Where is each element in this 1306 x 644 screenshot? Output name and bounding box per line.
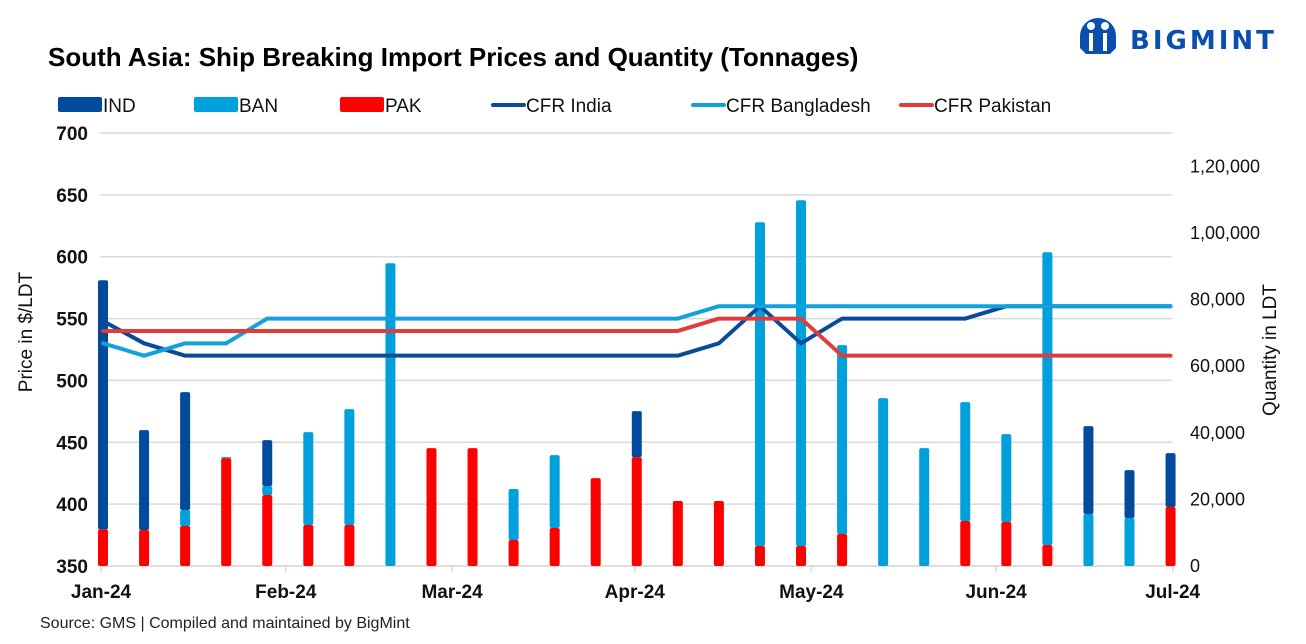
bars bbox=[98, 200, 1176, 566]
y-axis-left: 700 650 600 550 500 450 400 350 bbox=[56, 124, 88, 578]
line-cfr-pakistan bbox=[101, 316, 1173, 358]
bar-ban bbox=[796, 200, 807, 547]
bar-pak bbox=[960, 521, 971, 566]
line-cfr-india bbox=[101, 304, 1173, 358]
bigmint-logo: BIGMINT bbox=[1080, 18, 1277, 56]
y-tick-label: 700 bbox=[56, 124, 88, 145]
source-note: Source: GMS | Compiled and maintained by… bbox=[40, 615, 410, 632]
bar-ban bbox=[1124, 518, 1135, 566]
bar-pak bbox=[631, 457, 642, 566]
line-cfr-bangladesh bbox=[101, 304, 1173, 358]
bar-pak bbox=[344, 525, 355, 566]
bar-ban bbox=[344, 409, 355, 526]
bar-ban bbox=[1001, 434, 1012, 523]
legend-label: IND bbox=[103, 96, 136, 117]
bar-pak bbox=[180, 526, 191, 566]
bar-ban bbox=[837, 345, 848, 535]
bar-ban bbox=[960, 402, 971, 522]
bar-pak bbox=[221, 458, 232, 566]
bar-ban bbox=[878, 398, 889, 566]
y-axis-right-label: Quantity in LDT bbox=[1260, 284, 1281, 416]
y-tick-label: 550 bbox=[56, 310, 88, 331]
bar-ban bbox=[221, 457, 232, 459]
legend-label: CFR India bbox=[526, 96, 612, 117]
legend: IND BAN PAK CFR India CFR Bangladesh CFR Paki… bbox=[58, 96, 1051, 117]
bar-pak bbox=[549, 528, 560, 566]
y2-tick-label: 60,000 bbox=[1190, 356, 1245, 376]
bar-pak bbox=[837, 534, 848, 566]
x-tick-label: Mar-24 bbox=[421, 582, 483, 603]
bar-ban bbox=[180, 510, 191, 527]
bar-ban bbox=[1042, 252, 1053, 546]
bar-pak bbox=[754, 546, 765, 566]
x-tick-label: Apr-24 bbox=[605, 582, 666, 603]
bar-pak bbox=[672, 501, 683, 566]
bar-ind bbox=[180, 392, 191, 511]
y-tick-label: 600 bbox=[56, 248, 88, 269]
bar-pak bbox=[1165, 507, 1176, 566]
bar-pak bbox=[98, 529, 108, 566]
lines bbox=[101, 304, 1173, 358]
x-tick-label: Jan-24 bbox=[71, 582, 132, 603]
bar-ind bbox=[98, 280, 108, 530]
bar-ban bbox=[1083, 514, 1094, 566]
y-tick-label: 450 bbox=[56, 433, 88, 454]
bar-ban bbox=[262, 486, 273, 496]
y-tick-label: 350 bbox=[56, 557, 88, 578]
bar-pak bbox=[1042, 545, 1053, 566]
y2-tick-label: 1,20,000 bbox=[1190, 156, 1260, 176]
legend-label: CFR Bangladesh bbox=[726, 96, 871, 117]
bar-pak bbox=[713, 501, 724, 566]
y-axis-right: 1,20,000 1,00,000 80,000 60,000 40,000 20,000… bbox=[1190, 156, 1260, 576]
legend-swatch-ind bbox=[58, 97, 102, 112]
y2-tick-label: 80,000 bbox=[1190, 290, 1245, 310]
y2-tick-label: 1,00,000 bbox=[1190, 223, 1260, 243]
legend-swatch-pak bbox=[340, 97, 384, 112]
bar-pak bbox=[796, 546, 807, 566]
bigmint-logo-text: BIGMINT bbox=[1130, 26, 1277, 56]
bar-ind bbox=[1165, 453, 1176, 508]
x-tick-label: May-24 bbox=[779, 582, 844, 603]
y-axis-left-label: Price in $/LDT bbox=[16, 271, 37, 392]
y-tick-label: 400 bbox=[56, 495, 88, 516]
bar-ind bbox=[262, 440, 273, 487]
bar-ban bbox=[508, 489, 519, 541]
y2-tick-label: 40,000 bbox=[1190, 423, 1245, 443]
legend-label: CFR Pakistan bbox=[934, 96, 1051, 117]
legend-label: BAN bbox=[239, 96, 278, 117]
bar-ban bbox=[919, 448, 930, 566]
bar-ban bbox=[303, 432, 314, 526]
bar-pak bbox=[1001, 522, 1012, 566]
legend-swatch-ban bbox=[194, 97, 238, 112]
bar-ban bbox=[754, 222, 765, 547]
y2-tick-label: 0 bbox=[1190, 556, 1200, 576]
x-axis: Jan-24 Feb-24 Mar-24 Apr-24 May-24 Jun-24 Jul-… bbox=[71, 565, 1201, 603]
bar-ind bbox=[1083, 426, 1094, 515]
bar-pak bbox=[426, 448, 437, 566]
x-tick-label: Jul-24 bbox=[1145, 582, 1200, 603]
bar-pak bbox=[590, 478, 601, 566]
x-tick-label: Feb-24 bbox=[255, 582, 317, 603]
y-tick-label: 650 bbox=[56, 186, 88, 207]
bar-ind bbox=[139, 430, 150, 531]
bar-pak bbox=[467, 448, 478, 566]
bar-pak bbox=[303, 525, 314, 566]
bigmint-logo-icon bbox=[1080, 18, 1116, 54]
bar-pak bbox=[139, 530, 150, 566]
bar-ind bbox=[1124, 470, 1135, 519]
bar-pak bbox=[508, 540, 519, 566]
y-tick-label: 500 bbox=[56, 371, 88, 392]
x-tick-label: Jun-24 bbox=[965, 582, 1027, 603]
bar-ban bbox=[549, 455, 560, 529]
chart-title: South Asia: Ship Breaking Import Prices … bbox=[48, 42, 858, 72]
bar-pak bbox=[262, 495, 273, 566]
bar-ban bbox=[385, 263, 396, 566]
bar-ind bbox=[631, 411, 642, 458]
y2-tick-label: 20,000 bbox=[1190, 489, 1245, 509]
legend-label: PAK bbox=[385, 96, 422, 117]
